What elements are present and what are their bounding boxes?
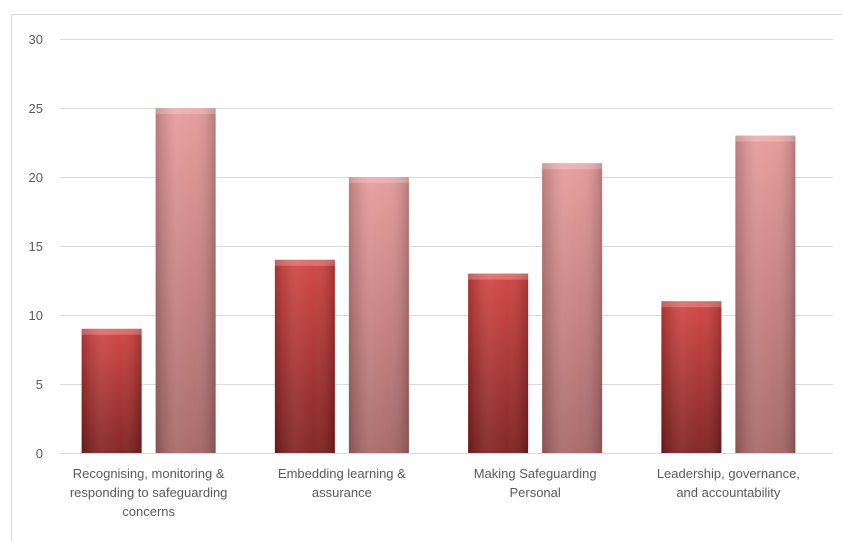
y-tick-label: 25 [29, 101, 43, 116]
y-tick-label: 30 [29, 32, 43, 47]
chart-frame [11, 14, 842, 541]
x-category-label: Embedding learning & assurance [278, 466, 406, 500]
x-category-label: Recognising, monitoring & responding to s… [70, 466, 228, 519]
x-axis: Recognising, monitoring & responding to s… [70, 466, 800, 519]
x-category-label: Making Safeguarding Personal [474, 466, 597, 500]
bar-series-2-4 [735, 135, 796, 453]
bar-series-1-3 [468, 273, 529, 453]
bar-series-1-2 [274, 259, 335, 453]
y-tick-label: 10 [29, 308, 43, 323]
bar-series-2-1 [155, 108, 216, 453]
bar-series-1-1 [81, 328, 142, 453]
bar-series-1-4 [661, 301, 722, 453]
bars [81, 108, 796, 453]
y-tick-label: 20 [29, 170, 43, 185]
bar-series-2-2 [348, 177, 409, 453]
y-tick-label: 15 [29, 239, 43, 254]
y-axis: 0 5 10 15 20 25 30 [29, 32, 43, 461]
x-category-label: Leadership, governance, and accountabilit… [657, 466, 800, 500]
y-tick-label: 5 [36, 377, 43, 392]
y-tick-label: 0 [36, 446, 43, 461]
bar-series-2-3 [542, 163, 603, 453]
